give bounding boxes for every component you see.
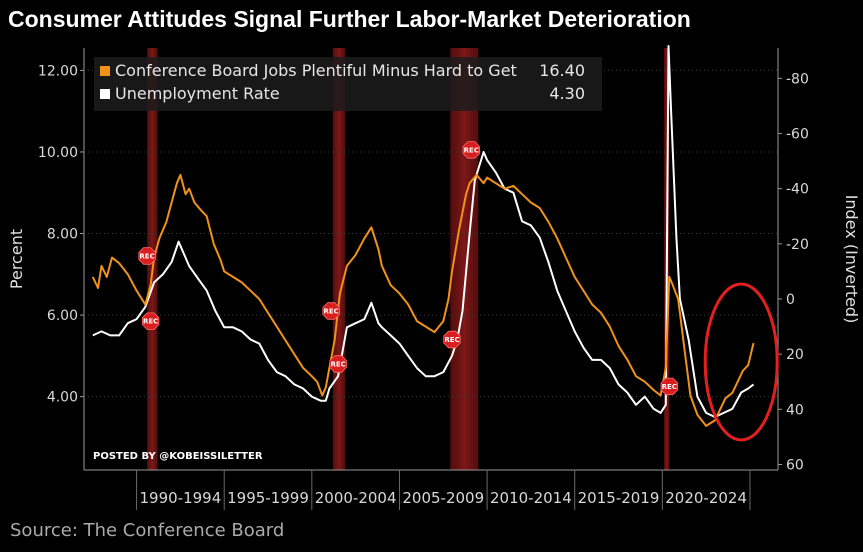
left-tick-label: 10.00 (38, 145, 78, 161)
left-tick-label: 8.00 (47, 227, 78, 243)
legend-swatch (100, 66, 110, 76)
right-tick-label: -80 (786, 71, 809, 87)
highlight-ellipse (703, 282, 779, 442)
right-tick-label: -60 (786, 127, 809, 143)
recession-marker (141, 312, 160, 330)
recession-band (332, 48, 346, 470)
recession-marker-label: REC (139, 252, 154, 260)
legend-value: 16.40 (539, 61, 585, 80)
x-tick-label: 2000-2004 (315, 489, 397, 507)
chart-source: Source: The Conference Board (10, 520, 285, 541)
recession-marker-label: REC (330, 360, 345, 368)
recession-marker (138, 247, 156, 265)
jobs-plentiful-line (91, 173, 755, 427)
unemployment-line (92, 45, 755, 418)
x-tick-label: 1995-1999 (227, 489, 309, 507)
recession-bands (147, 48, 670, 470)
right-tick-label: 60 (786, 457, 804, 473)
left-tick-label: 4.00 (47, 390, 78, 406)
recession-marker-label: REC (323, 307, 338, 315)
right-tick-label: 0 (786, 292, 795, 308)
highlight (703, 282, 779, 442)
series-lines (91, 45, 755, 427)
recession-markers: REC REC REC REC REC REC REC (138, 141, 679, 396)
recession-marker (660, 377, 679, 396)
left-tick-label: 12.00 (38, 63, 78, 79)
recession-marker (462, 141, 481, 159)
left-axis-title: Percent (7, 229, 26, 289)
right-tick-label: 20 (786, 347, 804, 363)
right-tick-label: -20 (786, 237, 809, 253)
legend-value: 4.30 (549, 84, 585, 103)
x-tick-label: 1990-1994 (140, 489, 222, 507)
legend-box (94, 57, 602, 111)
recession-marker (443, 330, 461, 349)
left-tick-label: 6.00 (47, 308, 78, 324)
right-tick-label: -40 (786, 182, 809, 198)
x-tick-label: 2020-2024 (665, 489, 747, 507)
chart-title: Consumer Attitudes Signal Further Labor-… (8, 6, 691, 32)
axes: 12.00 10.00 8.00 6.00 4.00 -80 -60 -40 -20 0 20 40 6… (7, 48, 861, 510)
legend: Conference Board Jobs Plentiful Minus Ha… (94, 57, 602, 111)
legend-label: Conference Board Jobs Plentiful Minus Ha… (115, 61, 517, 80)
recession-marker (329, 355, 347, 373)
right-tick-label: 40 (786, 402, 804, 418)
legend-swatch (100, 89, 110, 99)
recession-marker-label: REC (464, 146, 479, 154)
legend-label: Unemployment Rate (115, 84, 280, 103)
recession-marker-label: REC (143, 318, 158, 326)
x-tick-label: 2005-2009 (402, 489, 484, 507)
recession-marker (322, 302, 340, 320)
recession-marker-label: REC (444, 336, 459, 344)
right-axis-title: Index (Inverted) (842, 195, 861, 324)
x-tick-label: 2010-2014 (490, 489, 572, 507)
recession-marker-label: REC (662, 383, 677, 391)
watermark: POSTED BY @KOBEISSILETTER (93, 451, 263, 462)
x-tick-label: 2015-2019 (578, 489, 660, 507)
